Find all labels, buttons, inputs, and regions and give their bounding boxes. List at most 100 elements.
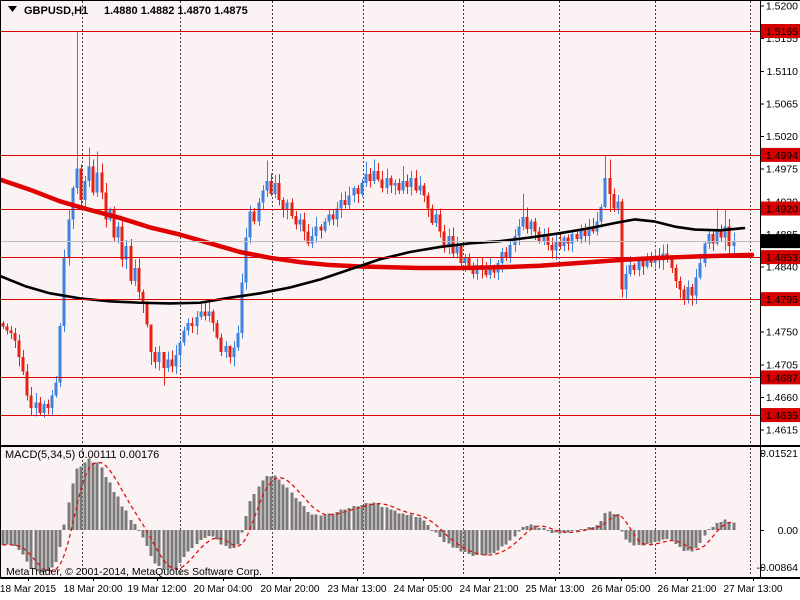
macd-bar xyxy=(34,530,38,571)
candle-body xyxy=(17,340,21,358)
macd-bar xyxy=(517,530,521,532)
price-level-badge-text: 1.5165 xyxy=(766,26,798,38)
candle-body xyxy=(525,217,529,229)
macd-bar xyxy=(79,466,83,530)
macd-bar xyxy=(711,526,715,530)
candle-body xyxy=(104,192,108,220)
macd-bar xyxy=(252,493,256,530)
candle-body xyxy=(232,347,236,358)
candle-body xyxy=(533,221,537,232)
candle-body xyxy=(628,265,632,274)
macd-bar xyxy=(314,514,318,530)
macd-bar xyxy=(376,503,380,530)
candle-body xyxy=(414,178,418,191)
candle-body xyxy=(645,257,649,267)
macd-bar xyxy=(236,530,240,545)
candlestick-series xyxy=(1,31,736,418)
candle-body xyxy=(124,246,128,260)
macd-bar xyxy=(624,530,628,540)
candle-body xyxy=(54,382,58,396)
macd-bar xyxy=(211,530,215,537)
macd-bar xyxy=(719,521,723,530)
macd-bar xyxy=(100,467,104,530)
macd-bar xyxy=(112,491,116,530)
macd-bar xyxy=(298,501,302,530)
macd-bar xyxy=(550,530,554,533)
macd-bar xyxy=(71,483,75,530)
candle-body xyxy=(248,211,252,238)
macd-bar xyxy=(414,516,418,530)
macd-bar xyxy=(426,524,430,530)
macd-scale-max: 0.01521 xyxy=(760,448,798,460)
time-tick-label: 26 Mar 21:00 xyxy=(658,584,717,595)
candle-body xyxy=(298,219,302,225)
candle-body xyxy=(261,190,265,203)
candle-body xyxy=(484,270,488,276)
symbol-collapse-arrow-icon[interactable] xyxy=(8,6,17,12)
macd-bar xyxy=(575,530,579,531)
candle-body xyxy=(174,354,178,367)
candle-body xyxy=(599,207,603,222)
macd-bar xyxy=(46,530,50,572)
candle-body xyxy=(157,352,161,363)
price-level-badge-text: 1.4920 xyxy=(766,204,798,216)
candle-body xyxy=(294,215,298,225)
candle-body xyxy=(624,273,628,290)
candle-body xyxy=(455,246,459,254)
candle-body xyxy=(674,267,678,281)
time-tick-label: 20 Mar 04:00 xyxy=(194,584,253,595)
candle-body xyxy=(269,181,273,195)
macd-bar xyxy=(285,487,289,530)
candle-body xyxy=(182,330,186,343)
candle-body xyxy=(591,226,595,232)
macd-bar xyxy=(380,506,384,530)
candle-body xyxy=(566,237,570,244)
macd-bar xyxy=(467,530,471,555)
macd-bar xyxy=(455,530,459,549)
macd-scale-min: -0.00864 xyxy=(757,562,799,574)
candle-body xyxy=(447,236,451,245)
candle-body xyxy=(25,371,29,396)
macd-bar xyxy=(21,530,25,555)
candle-body xyxy=(401,181,405,191)
macd-bar xyxy=(364,502,368,530)
candle-body xyxy=(133,267,137,281)
price-level-badge-text: 1.4795 xyxy=(766,294,798,306)
macd-bar xyxy=(422,520,426,530)
macd-bar xyxy=(42,530,46,572)
macd-bar xyxy=(182,530,186,558)
macd-bar xyxy=(546,530,550,531)
macd-bar xyxy=(306,512,310,530)
macd-bar xyxy=(529,524,533,530)
macd-indicator-label: MACD(5,34,5) 0.00111 0.00176 xyxy=(5,449,159,461)
candle-body xyxy=(252,211,256,222)
candle-body xyxy=(703,243,707,263)
macd-bar xyxy=(508,530,512,541)
macd-bar xyxy=(141,530,145,538)
macd-bar xyxy=(649,530,653,544)
candle-body xyxy=(153,352,157,363)
price-tick-label: 1.4750 xyxy=(766,327,798,339)
macd-bar xyxy=(682,530,686,551)
macd-bar xyxy=(153,530,157,564)
candle-body xyxy=(698,262,702,278)
pane-borders xyxy=(0,0,800,579)
candle-body xyxy=(529,221,533,229)
candle-body xyxy=(339,199,343,209)
candle-body xyxy=(58,325,62,383)
candle-body xyxy=(224,346,228,353)
price-pane-surface[interactable] xyxy=(0,0,760,445)
candle-body xyxy=(29,395,33,408)
candle-body xyxy=(112,209,116,238)
macd-bar xyxy=(480,530,484,555)
macd-bar xyxy=(562,530,566,533)
candle-body xyxy=(335,208,339,220)
candle-body xyxy=(83,181,87,200)
candle-body xyxy=(711,233,715,244)
candle-body xyxy=(471,267,475,274)
symbol-title: GBPUSD,H1 xyxy=(24,5,88,17)
time-axis[interactable]: 18 Mar 2015 18 Mar 20:00 19 Mar 12:00 20 Ma… xyxy=(0,577,783,595)
macd-bar xyxy=(120,506,124,530)
candle-body xyxy=(694,277,698,296)
candle-body xyxy=(678,281,682,290)
